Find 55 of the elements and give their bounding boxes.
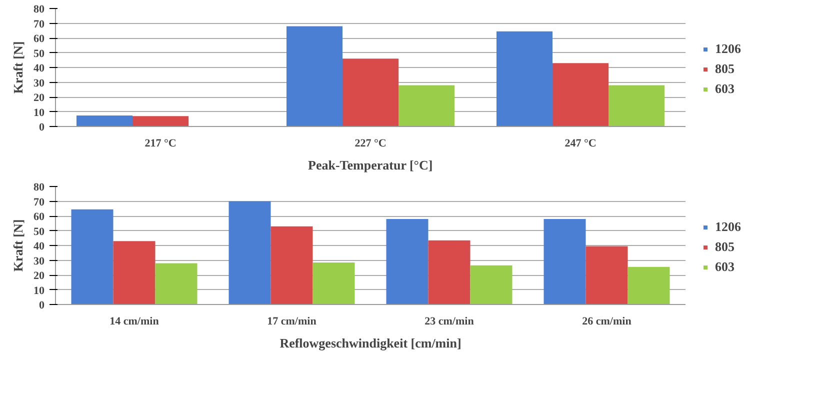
x-tick-label: 217 °C	[144, 138, 176, 150]
y-tick-label: 60	[34, 33, 45, 45]
y-axis-title: Kraft [N]	[10, 219, 26, 272]
bar	[428, 240, 470, 304]
y-tick-label: 60	[34, 211, 45, 223]
y-tick-label: 40	[34, 240, 45, 252]
bar	[132, 116, 188, 126]
bar	[71, 209, 114, 304]
legend-label: 805	[715, 238, 735, 254]
y-tick-label: 70	[34, 18, 45, 30]
bar	[628, 266, 670, 304]
x-tick-label: 17 cm/min	[267, 316, 316, 328]
bar	[496, 31, 552, 126]
y-tick-label: 40	[34, 62, 45, 74]
y-tick-label: 0	[39, 300, 45, 312]
bar	[228, 201, 271, 304]
bar	[342, 58, 398, 126]
bar	[470, 265, 512, 304]
legend-label: 1206	[715, 40, 741, 56]
legend-label: 805	[715, 60, 735, 76]
y-tick-label: 0	[39, 122, 45, 134]
bar	[544, 218, 586, 304]
bar	[386, 218, 428, 304]
bar	[586, 246, 628, 304]
y-tick-label: 80	[34, 4, 45, 16]
y-tick-label: 20	[34, 270, 45, 282]
y-axis-title: Kraft [N]	[10, 41, 26, 94]
y-tick-label: 20	[34, 92, 45, 104]
y-tick-label: 50	[34, 226, 45, 238]
legend-label: 603	[715, 80, 735, 96]
y-tick-label: 10	[34, 284, 45, 297]
bar	[113, 241, 156, 304]
x-tick-label: 247 °C	[564, 138, 596, 150]
x-tick-label: 26 cm/min	[582, 316, 632, 328]
x-tick-label: 23 cm/min	[424, 316, 474, 328]
y-tick-label: 30	[34, 255, 45, 268]
bar	[552, 63, 608, 126]
legend-label: 603	[715, 258, 735, 274]
y-tick-label: 80	[34, 182, 45, 194]
x-axis-title: Peak-Temperatur [°C]	[308, 158, 433, 172]
x-tick-label: 227 °C	[354, 138, 386, 150]
y-tick-label: 30	[34, 77, 45, 90]
x-axis-title: Reflowgeschwindigkeit [cm/min]	[280, 336, 462, 350]
bar	[312, 262, 355, 304]
bar	[270, 226, 313, 304]
bar	[608, 85, 664, 126]
bar	[155, 263, 198, 304]
y-tick-label: 50	[34, 48, 45, 60]
bar	[76, 115, 132, 126]
bar	[286, 26, 342, 126]
x-tick-label: 14 cm/min	[110, 316, 159, 328]
bar	[398, 85, 454, 126]
y-tick-label: 70	[34, 196, 45, 208]
y-tick-label: 10	[34, 106, 45, 119]
legend-label: 1206	[715, 218, 741, 234]
